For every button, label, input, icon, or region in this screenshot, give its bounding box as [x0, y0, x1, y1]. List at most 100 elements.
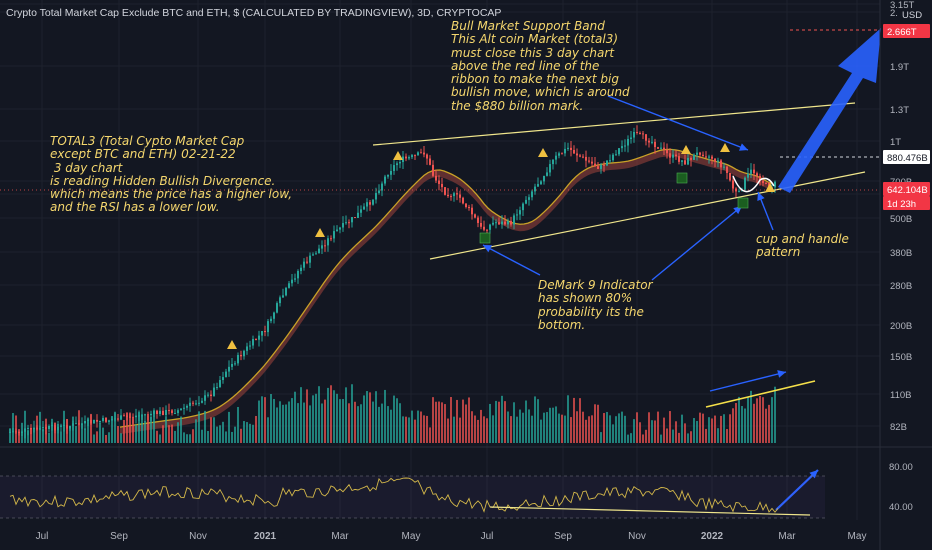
time-tick-label: Jul	[36, 531, 49, 542]
volume-bar	[438, 401, 440, 443]
volume-bar	[525, 400, 527, 443]
volume-bar	[315, 393, 317, 443]
volume-bar	[33, 429, 35, 443]
candle-body	[174, 413, 176, 415]
volume-bar	[336, 393, 338, 443]
volume-bar	[639, 422, 641, 443]
candle-body	[96, 419, 98, 422]
candle-body	[105, 417, 107, 422]
candle-body	[387, 174, 389, 177]
volume-bar	[162, 425, 164, 443]
warning-marker	[393, 151, 403, 160]
candle-body	[507, 220, 509, 225]
candle-body	[504, 221, 506, 225]
volume-bar	[507, 411, 509, 443]
candle-body	[321, 245, 323, 249]
candle-body	[27, 427, 29, 429]
candle-body	[234, 363, 236, 365]
candle-body	[399, 162, 401, 164]
demark-marker	[737, 197, 749, 209]
target-price-tag: 2.666T	[887, 27, 917, 38]
volume-bar	[660, 434, 662, 443]
volume-bar	[408, 417, 410, 443]
volume-bar	[501, 395, 503, 443]
demark-marker	[479, 232, 491, 244]
volume-bar	[324, 399, 326, 443]
support-band-arrow-head	[739, 143, 748, 151]
candle-body	[117, 418, 119, 420]
candle-body	[258, 335, 260, 340]
volume-bar	[456, 399, 458, 443]
candle-body	[714, 158, 716, 162]
volume-bar	[609, 415, 611, 443]
volume-bar	[105, 434, 107, 443]
volume-bar	[147, 415, 149, 443]
volume-bar	[615, 416, 617, 443]
candle-body	[294, 278, 296, 280]
candle-body	[516, 214, 518, 216]
volume-bar	[465, 404, 467, 443]
volume-bar	[297, 403, 299, 443]
candle-body	[624, 145, 626, 147]
volume-bar	[363, 395, 365, 443]
candle-body	[306, 261, 308, 263]
candle-body	[651, 141, 653, 143]
volume-bar	[411, 410, 413, 443]
candle-body	[303, 261, 305, 268]
candle-body	[69, 425, 71, 429]
volume-bar	[387, 406, 389, 443]
volume-bar	[453, 416, 455, 443]
volume-bar	[594, 404, 596, 443]
candle-body	[357, 212, 359, 218]
candle-body	[327, 238, 329, 246]
candle-body	[126, 415, 128, 417]
candle-body	[297, 270, 299, 279]
volume-bar	[78, 410, 80, 443]
volume-bar	[537, 399, 539, 443]
volume-bar	[597, 404, 599, 443]
chart-title: Crypto Total Market Cap Exclude BTC and …	[6, 7, 502, 19]
candle-body	[456, 193, 458, 195]
time-tick-label: Sep	[554, 531, 572, 542]
volume-bar	[420, 411, 422, 443]
candle-body	[744, 177, 746, 190]
candle-body	[717, 160, 719, 162]
rsi-tick-label: 40.00	[889, 502, 913, 513]
candle-body	[537, 184, 539, 187]
candle-body	[9, 431, 11, 433]
volume-bar	[102, 427, 104, 443]
time-tick-label: May	[402, 531, 421, 542]
candle-body	[30, 427, 32, 430]
candle-body	[429, 158, 431, 165]
volume-bar	[444, 404, 446, 443]
rsi-line	[9, 477, 779, 513]
volume-bar	[768, 404, 770, 443]
volume-bar	[681, 414, 683, 443]
warning-marker	[681, 145, 691, 154]
warning-marker	[315, 228, 325, 237]
volume-bar	[759, 396, 761, 443]
volume-bar	[429, 427, 431, 443]
candle-body	[711, 156, 713, 159]
candle-body	[318, 248, 320, 254]
volume-bar	[744, 408, 746, 443]
resistance-price-tag-box	[883, 150, 930, 164]
volume-bar	[459, 417, 461, 443]
candle-body	[492, 222, 494, 225]
volume-bar	[378, 406, 380, 443]
candle-body	[183, 407, 185, 409]
volume-bar	[138, 412, 140, 443]
volume-bar	[195, 419, 197, 443]
volume-bar	[402, 416, 404, 443]
candle-body	[444, 187, 446, 195]
candle-body	[333, 231, 335, 239]
candle-body	[24, 428, 26, 432]
candle-body	[150, 413, 152, 416]
candle-body	[162, 410, 164, 416]
volume-bar	[291, 398, 293, 443]
volume-bar	[447, 418, 449, 443]
candle-body	[600, 164, 602, 169]
candle-body	[672, 154, 674, 158]
candle-body	[543, 175, 545, 182]
